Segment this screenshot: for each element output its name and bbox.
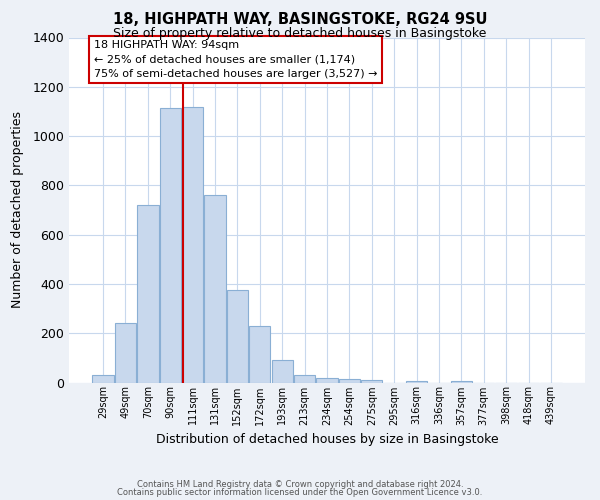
- Y-axis label: Number of detached properties: Number of detached properties: [11, 112, 24, 308]
- Bar: [294, 375, 315, 382]
- Text: 18, HIGHPATH WAY, BASINGSTOKE, RG24 9SU: 18, HIGHPATH WAY, BASINGSTOKE, RG24 9SU: [113, 12, 487, 28]
- Bar: [227, 290, 248, 382]
- Bar: [249, 326, 271, 382]
- Bar: [339, 379, 360, 382]
- Bar: [137, 205, 158, 382]
- Bar: [160, 108, 181, 382]
- Text: Contains HM Land Registry data © Crown copyright and database right 2024.: Contains HM Land Registry data © Crown c…: [137, 480, 463, 489]
- Bar: [115, 324, 136, 382]
- Bar: [205, 195, 226, 382]
- Bar: [272, 360, 293, 382]
- Text: Size of property relative to detached houses in Basingstoke: Size of property relative to detached ho…: [113, 28, 487, 40]
- Text: Contains public sector information licensed under the Open Government Licence v3: Contains public sector information licen…: [118, 488, 482, 497]
- Bar: [92, 375, 114, 382]
- X-axis label: Distribution of detached houses by size in Basingstoke: Distribution of detached houses by size …: [155, 433, 499, 446]
- Bar: [316, 378, 338, 382]
- Text: 18 HIGHPATH WAY: 94sqm
← 25% of detached houses are smaller (1,174)
75% of semi-: 18 HIGHPATH WAY: 94sqm ← 25% of detached…: [94, 40, 377, 79]
- Bar: [182, 106, 203, 382]
- Bar: [361, 380, 382, 382]
